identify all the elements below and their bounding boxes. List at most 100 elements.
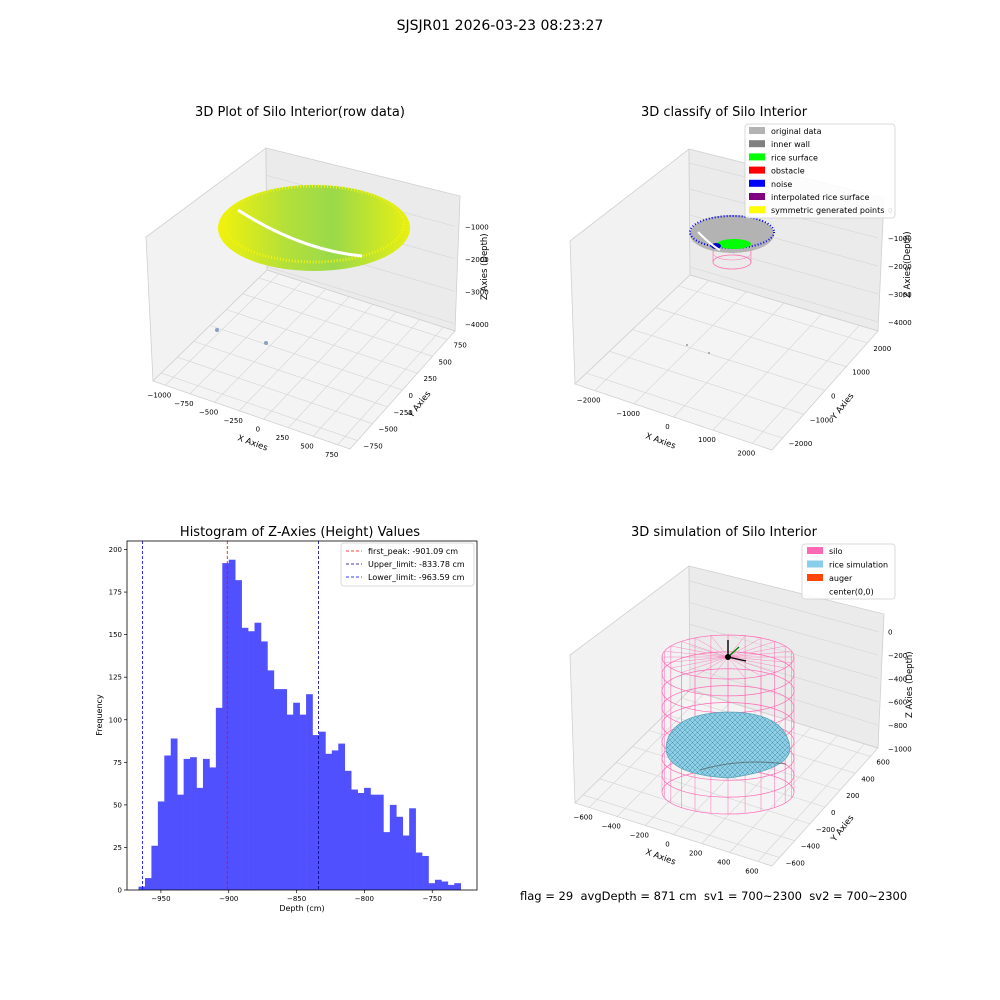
x-tick-label: −1000: [147, 391, 171, 399]
histogram-bar: [434, 879, 442, 890]
y-tick-label: 400: [861, 775, 874, 783]
histogram-bar: [241, 627, 249, 890]
y-tick-label: 0: [409, 392, 413, 400]
y-tick-label: −1000: [810, 416, 834, 424]
histogram-bar: [215, 707, 223, 890]
x-tick-label: −400: [602, 823, 621, 831]
y-tick-label: 750: [454, 341, 467, 349]
histogram-bar: [190, 757, 197, 890]
histogram-bar: [164, 755, 172, 890]
x-tick-label: −750: [423, 895, 442, 903]
histogram-bar: [338, 743, 346, 890]
x-axis-ticks: −950 −900 −850 −800 −750: [151, 890, 442, 903]
figure-title: SJSJR01 2026-03-23 08:23:27: [396, 18, 604, 34]
histogram-bar: [183, 758, 191, 890]
y-tick-label: 200: [846, 792, 859, 800]
z-tick-label: −400: [888, 675, 907, 683]
histogram-bar: [409, 808, 416, 890]
histogram-bar: [222, 563, 230, 890]
histogram-bar: [325, 753, 333, 890]
legend-label: first_peak: -901.09 cm: [368, 547, 458, 556]
panel-title: 3D simulation of Silo Interior: [631, 525, 818, 540]
x-tick-label: 0: [665, 423, 669, 431]
panel-title: 3D Plot of Silo Interior(row data): [195, 105, 405, 120]
noise-points: [689, 215, 775, 249]
axis-ticks: −1000−750−500−2500250500750−750−500−2500…: [147, 223, 488, 459]
stray-point: [264, 341, 268, 345]
x-tick-label: 1000: [698, 436, 716, 444]
x-tick-label: 400: [717, 859, 730, 867]
panel-classify-3d: 3D classify of Silo Interior −2000 −1000 0…: [569, 105, 913, 457]
histogram-bar: [299, 714, 307, 890]
histogram-bar: [318, 731, 326, 890]
y-tick-label: −750: [364, 443, 383, 451]
histogram-bar: [396, 816, 404, 890]
y-tick-label: 1000: [852, 369, 870, 377]
histogram-bar: [254, 622, 262, 890]
x-tick-label: 600: [745, 868, 758, 876]
x-tick-label: −600: [573, 814, 592, 822]
x-tick-label: 2000: [737, 449, 755, 457]
z-tick-label: −4000: [465, 321, 489, 329]
panel-histogram: Histogram of Z-Axies (Height) Values −95…: [95, 525, 478, 913]
x-tick-label: −750: [174, 400, 193, 408]
histogram-bar: [422, 855, 429, 890]
y-tick-label: −500: [379, 426, 398, 434]
legend-swatch: [807, 574, 823, 581]
y-tick-label: 50: [113, 801, 122, 809]
histogram-bars: [138, 559, 462, 890]
legend-box: [744, 123, 896, 219]
x-tick-label: 500: [300, 442, 313, 450]
legend-label: noise: [771, 180, 792, 189]
x-tick-label: −800: [355, 895, 374, 903]
histogram-bar: [344, 770, 352, 890]
panel-title: Histogram of Z-Axies (Height) Values: [180, 525, 420, 540]
histogram-bar: [286, 714, 294, 890]
x-tick-label: −500: [199, 408, 218, 416]
panel-title: 3D classify of Silo Interior: [641, 105, 808, 120]
histogram-bar: [157, 801, 165, 890]
plot-frame: [126, 540, 478, 891]
axis-ticks: −600 −400 −200 0 200 400 600 −600 −400 −200 0 200 40…: [573, 629, 911, 876]
legend-swatch: [749, 179, 765, 187]
legend-box: [801, 543, 896, 600]
histogram-bar: [331, 750, 339, 890]
x-tick-label: −950: [151, 895, 170, 903]
histogram-bar: [248, 631, 255, 890]
histogram-bar: [138, 886, 146, 890]
z-tick-label: −3000: [888, 291, 912, 299]
y-tick-label: 125: [109, 674, 122, 682]
histogram-bar: [383, 832, 391, 890]
rice-surface-points: [717, 239, 751, 249]
z-tick-label: 0: [888, 629, 892, 637]
histogram-bar: [235, 580, 242, 890]
histogram-bar: [280, 689, 288, 890]
legend: first_peak: -901.09 cm Upper_limit: -833.…: [340, 542, 475, 587]
y-tick-label: 0: [831, 393, 835, 401]
histogram-bar: [447, 884, 455, 890]
legend-label: interpolated rice surface: [771, 193, 869, 202]
z-axis-label: Z Axies (Depth): [480, 233, 490, 300]
y-tick-label: 250: [424, 375, 437, 383]
x-tick-label: 200: [689, 850, 702, 858]
y-tick-label: 150: [109, 631, 122, 639]
legend-swatch: [749, 140, 765, 148]
scan-gap: [237, 208, 363, 258]
y-tick-label: 175: [109, 589, 122, 597]
z-tick-label: −1000: [888, 745, 912, 753]
y-tick-label: −250: [394, 409, 413, 417]
legend-swatch: [749, 206, 765, 214]
histogram-bar: [389, 804, 397, 890]
x-axis-label: X Axies: [644, 431, 677, 451]
y-tick-label: 100: [109, 716, 122, 724]
legend-label: Lower_limit: -963.59 cm: [368, 573, 465, 582]
status-line: flag = 29 avgDepth = 871 cm sv1 = 700~23…: [520, 889, 908, 903]
y-tick-label: −200: [816, 826, 835, 834]
y-tick-label: 500: [439, 358, 452, 366]
histogram-bar: [415, 852, 423, 890]
legend-label: symmetric generated points: [771, 206, 884, 215]
y-axis-ticks: 0 25 50 75 100 125 150 175 200: [109, 546, 127, 895]
histogram-bar: [170, 738, 178, 890]
center-marker: [725, 640, 747, 662]
